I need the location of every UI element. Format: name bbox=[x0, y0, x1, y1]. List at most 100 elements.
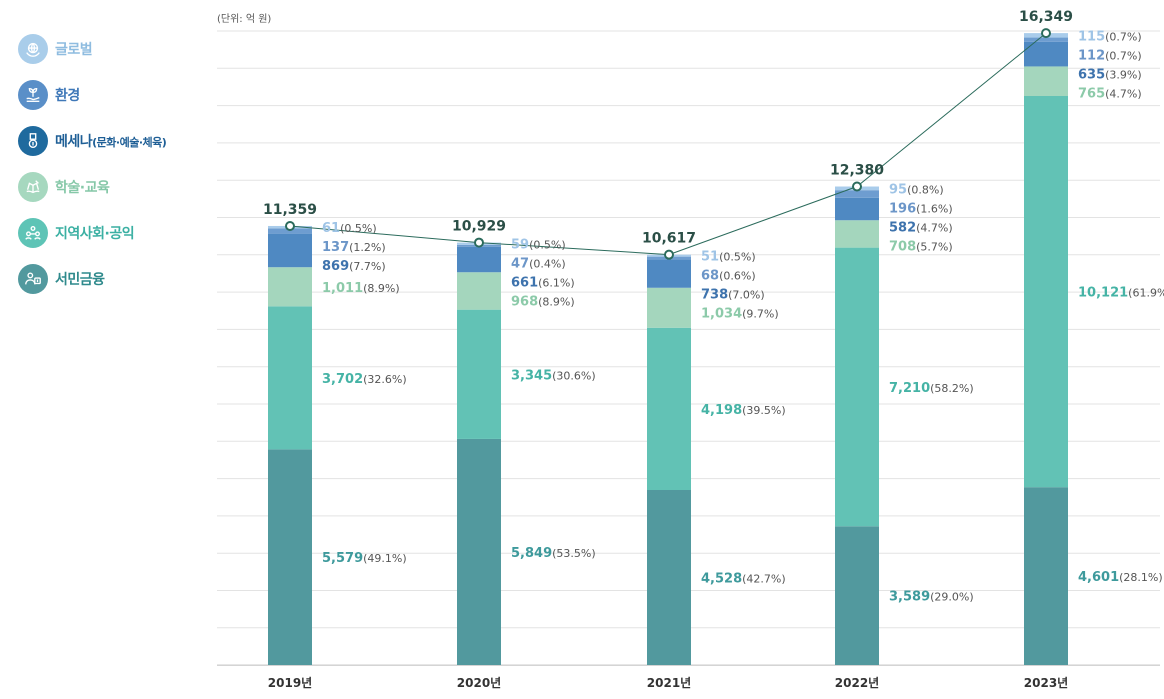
segment-percent: (1.6%) bbox=[916, 202, 953, 215]
bar-segment bbox=[457, 272, 501, 310]
x-axis: 2019년 2020년 2021년 2022년 2023년 bbox=[268, 676, 1068, 690]
legend-item-environment: 환경 bbox=[18, 80, 166, 110]
bar-segment bbox=[457, 246, 501, 273]
segment-percent: (0.7%) bbox=[1105, 49, 1142, 62]
segment-value: 51 bbox=[701, 250, 719, 265]
segment-percent: (7.7%) bbox=[349, 260, 386, 273]
legend-label: 지역사회·공익 bbox=[55, 226, 135, 242]
segment-value: 582 bbox=[889, 220, 916, 235]
segment-percent: (42.7%) bbox=[742, 572, 786, 585]
legend-item-education: 학술·교육 bbox=[18, 172, 166, 202]
bar-segment bbox=[268, 228, 312, 234]
segment-label: 635(3.9%) bbox=[1078, 67, 1142, 82]
bar-segment bbox=[835, 247, 879, 527]
segment-label: 7,210(58.2%) bbox=[889, 381, 974, 396]
bar-segment bbox=[268, 306, 312, 450]
x-tick-label: 2020년 bbox=[457, 676, 501, 690]
segment-percent: (0.8%) bbox=[907, 183, 944, 196]
segment-value: 661 bbox=[511, 276, 538, 291]
segment-value: 4,528 bbox=[701, 571, 742, 586]
legend: 글로벌 환경 메세나(문화·예술·체육) 학술·교육 지역사회·공익 서민금융 bbox=[18, 34, 167, 310]
book-icon bbox=[18, 172, 48, 202]
total-marker bbox=[664, 249, 674, 260]
segment-value: 59 bbox=[511, 238, 529, 253]
segment-value: 3,345 bbox=[511, 368, 552, 383]
community-icon bbox=[18, 218, 48, 248]
bar-segment bbox=[647, 489, 691, 665]
bar-segment bbox=[457, 438, 501, 665]
bar-segment bbox=[647, 259, 691, 288]
segment-percent: (1.2%) bbox=[349, 241, 386, 254]
bar-segment bbox=[268, 449, 312, 665]
bar-segment bbox=[647, 327, 691, 490]
segment-label: 968(8.9%) bbox=[511, 295, 575, 310]
segment-label: 4,601(28.1%) bbox=[1078, 570, 1163, 585]
data-labels: 61(0.5%)137(1.2%)869(7.7%)1,011(8.9%)3,7… bbox=[322, 29, 1164, 604]
medal-icon bbox=[18, 126, 48, 156]
segment-label: 47(0.4%) bbox=[511, 257, 566, 272]
segment-percent: (0.5%) bbox=[719, 251, 756, 264]
segment-percent: (39.5%) bbox=[742, 404, 786, 417]
segment-value: 196 bbox=[889, 201, 916, 216]
segment-label: 738(7.0%) bbox=[701, 288, 765, 303]
x-tick-label: 2022년 bbox=[835, 676, 879, 690]
segment-percent: (4.7%) bbox=[916, 221, 953, 234]
segment-percent: (5.7%) bbox=[916, 240, 953, 253]
segment-label: 3,589(29.0%) bbox=[889, 590, 974, 605]
bar-segment bbox=[1024, 41, 1068, 67]
total-marker bbox=[474, 237, 484, 248]
segment-percent: (6.1%) bbox=[538, 277, 575, 290]
segment-percent: (61.9%) bbox=[1128, 287, 1164, 300]
bar-segment bbox=[1024, 66, 1068, 96]
people-money-icon bbox=[18, 264, 48, 294]
bar-segment bbox=[268, 267, 312, 307]
legend-label: 메세나(문화·예술·체육) bbox=[55, 134, 167, 150]
segment-value: 968 bbox=[511, 295, 538, 310]
legend-item-global: 글로벌 bbox=[18, 34, 166, 64]
total-marker bbox=[1041, 28, 1051, 39]
segment-value: 95 bbox=[889, 182, 907, 197]
segment-value: 68 bbox=[701, 269, 719, 284]
segment-label: 61(0.5%) bbox=[322, 221, 377, 236]
segment-label: 582(4.7%) bbox=[889, 220, 953, 235]
segment-percent: (49.1%) bbox=[363, 552, 407, 565]
legend-item-mecenat: 메세나(문화·예술·체육) bbox=[18, 126, 167, 156]
segment-label: 708(5.7%) bbox=[889, 239, 953, 254]
bar-segment bbox=[647, 287, 691, 328]
segment-label: 10,121(61.9%) bbox=[1078, 286, 1164, 301]
segment-value: 61 bbox=[322, 221, 340, 236]
segment-label: 3,345(30.6%) bbox=[511, 368, 596, 383]
segment-value: 1,034 bbox=[701, 307, 742, 322]
segment-label: 5,579(49.1%) bbox=[322, 551, 407, 566]
segment-value: 738 bbox=[701, 288, 728, 303]
x-tick-label: 2019년 bbox=[268, 676, 312, 690]
segment-percent: (30.6%) bbox=[552, 369, 596, 382]
total-marker bbox=[285, 220, 295, 231]
legend-item-community: 지역사회·공익 bbox=[18, 218, 166, 248]
segment-value: 635 bbox=[1078, 67, 1105, 82]
segment-value: 5,849 bbox=[511, 546, 552, 561]
bars bbox=[268, 33, 1068, 665]
segment-label: 112(0.7%) bbox=[1078, 48, 1142, 63]
segment-percent: (4.7%) bbox=[1105, 87, 1142, 100]
segment-label: 661(6.1%) bbox=[511, 276, 575, 291]
segment-label: 765(4.7%) bbox=[1078, 86, 1142, 101]
total-label: 12,380 bbox=[830, 163, 884, 179]
segment-label: 51(0.5%) bbox=[701, 250, 756, 265]
segment-percent: (0.5%) bbox=[529, 239, 566, 252]
segment-value: 112 bbox=[1078, 48, 1105, 63]
bar-segment bbox=[1024, 95, 1068, 488]
plant-hand-icon bbox=[18, 80, 48, 110]
segment-value: 115 bbox=[1078, 29, 1105, 44]
segment-value: 765 bbox=[1078, 86, 1105, 101]
bar-segment bbox=[268, 233, 312, 268]
segment-value: 3,589 bbox=[889, 590, 930, 605]
bar-segment bbox=[835, 526, 879, 665]
total-label: 10,929 bbox=[452, 219, 506, 235]
segment-value: 1,011 bbox=[322, 281, 363, 296]
globe-hands-icon bbox=[18, 34, 48, 64]
bar-segment bbox=[835, 197, 879, 221]
total-marker bbox=[852, 181, 862, 192]
